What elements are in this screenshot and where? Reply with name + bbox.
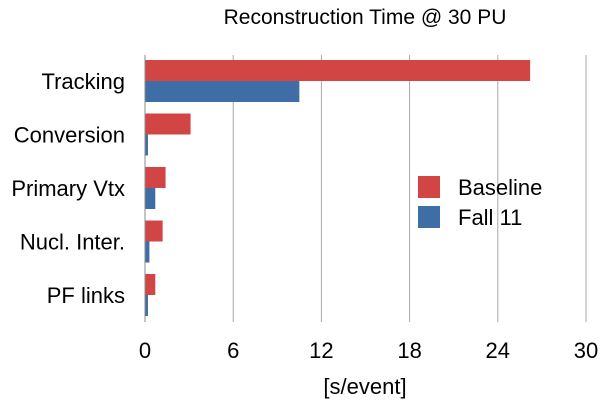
legend-label: Baseline	[458, 175, 542, 200]
chart-title: Reconstruction Time @ 30 PU	[224, 6, 507, 29]
bar-fall-11	[145, 134, 148, 156]
bar-baseline	[145, 274, 156, 295]
legend-swatch	[418, 206, 440, 228]
x-tick-label: 18	[397, 338, 421, 363]
x-tick-labels: 0 6 12 18 24 30	[139, 338, 598, 363]
legend-label: Fall 11	[458, 205, 522, 230]
category-label: Nucl. Inter.	[20, 230, 125, 255]
bars	[145, 60, 531, 316]
category-label: Primary Vtx	[11, 176, 125, 201]
category-label: PF links	[47, 283, 125, 308]
bar-baseline	[145, 167, 166, 188]
category-label: Conversion	[14, 123, 125, 148]
bar-fall-11	[145, 188, 156, 209]
bar-baseline	[145, 113, 191, 135]
bar-baseline	[145, 220, 163, 242]
x-tick-label: 6	[227, 338, 239, 363]
grid-lines	[232, 55, 587, 322]
category-labels: Tracking Conversion Primary Vtx Nucl. Inter…	[11, 69, 125, 308]
legend: Baseline Fall 11	[418, 175, 542, 230]
x-tick-label: 24	[486, 338, 510, 363]
bar-fall-11	[145, 295, 148, 316]
x-tick-label: 0	[139, 338, 151, 363]
bar-fall-11	[145, 241, 150, 263]
x-tick-label: 12	[309, 338, 333, 363]
bar-fall-11	[145, 81, 300, 102]
x-tick-label: 30	[574, 338, 598, 363]
x-axis-label: [s/event]	[323, 374, 406, 399]
category-label: Tracking	[41, 69, 125, 94]
bar-baseline	[145, 60, 531, 81]
legend-swatch	[418, 176, 440, 198]
